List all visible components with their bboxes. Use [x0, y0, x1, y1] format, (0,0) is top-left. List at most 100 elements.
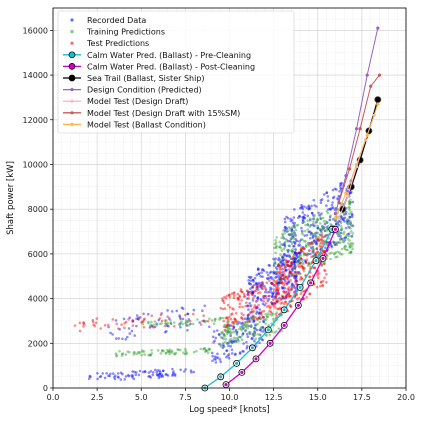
recorded-data-point	[349, 191, 353, 195]
training-predictions-point	[348, 222, 352, 226]
recorded-data-point	[109, 331, 112, 335]
recorded-data-point	[255, 312, 258, 315]
test-predictions-point	[274, 295, 278, 299]
training-predictions-point	[345, 234, 349, 237]
recorded-data-point	[148, 326, 152, 329]
x-tick-label: 20.0	[397, 393, 415, 402]
recorded-data-point	[212, 341, 215, 344]
recorded-data-point	[303, 259, 307, 262]
recorded-data-point	[218, 342, 221, 346]
recorded-data-point	[216, 356, 220, 360]
test-predictions-point	[225, 294, 229, 298]
recorded-data-point	[258, 308, 262, 311]
training-predictions-point	[350, 223, 354, 227]
training-predictions-point	[299, 254, 302, 258]
test-predictions-point	[99, 327, 102, 330]
recorded-data-point	[111, 333, 114, 336]
test-predictions-point	[285, 295, 288, 299]
recorded-data-point	[179, 368, 182, 372]
recorded-data-point	[280, 286, 284, 289]
recorded-data-point	[283, 217, 287, 221]
recorded-data-point	[277, 281, 281, 285]
recorded-data-point	[250, 292, 254, 295]
recorded-data-point	[255, 284, 259, 287]
test-predictions-point	[276, 291, 280, 295]
test-predictions-point	[173, 324, 176, 328]
model-test-design-draft-with-15-sm--marker	[358, 127, 362, 131]
training-predictions-point	[306, 252, 309, 255]
test-predictions-point	[302, 297, 305, 301]
recorded-data-point	[242, 327, 245, 330]
recorded-data-point	[255, 305, 258, 309]
recorded-data-point	[171, 367, 174, 371]
recorded-data-point	[295, 252, 298, 256]
model-test-ballast-condition--marker	[344, 191, 348, 196]
test-predictions-point	[317, 276, 320, 280]
test-predictions-point	[240, 312, 243, 315]
training-predictions-point	[340, 253, 344, 256]
recorded-data-point	[210, 351, 214, 355]
recorded-data-point	[301, 207, 305, 211]
test-predictions-point	[302, 290, 306, 293]
test-predictions-point	[283, 273, 286, 276]
recorded-data-point	[107, 374, 110, 378]
recorded-data-point	[301, 221, 305, 224]
test-predictions-point	[282, 295, 285, 298]
test-predictions-point	[262, 316, 265, 319]
training-predictions-point	[120, 352, 124, 356]
training-predictions-point	[237, 339, 241, 343]
recorded-data-point	[315, 239, 318, 243]
recorded-data-point	[300, 229, 304, 233]
test-predictions-point	[302, 247, 306, 250]
recorded-data-point	[128, 332, 132, 335]
scatter-layer	[73, 179, 355, 381]
recorded-data-point	[157, 318, 161, 322]
recorded-data-point	[265, 277, 269, 280]
recorded-data-point	[168, 317, 171, 320]
recorded-data-point	[286, 239, 290, 243]
test-predictions-point	[236, 292, 240, 296]
test-predictions-point	[287, 292, 290, 296]
recorded-data-point	[249, 275, 253, 279]
training-predictions-point	[227, 330, 230, 334]
recorded-data-point	[109, 372, 112, 376]
recorded-data-point	[320, 212, 323, 215]
test-predictions-point	[221, 297, 224, 300]
recorded-data-point	[328, 207, 332, 211]
recorded-data-point	[270, 281, 274, 285]
test-predictions-point	[273, 302, 277, 306]
recorded-data-point	[172, 371, 175, 375]
training-predictions-point	[350, 250, 353, 254]
recorded-data-point	[240, 322, 243, 325]
training-predictions-point	[256, 318, 260, 322]
recorded-data-point	[277, 258, 280, 262]
training-predictions-point	[275, 311, 279, 314]
recorded-data-point	[164, 373, 167, 376]
recorded-data-point	[276, 284, 280, 287]
recorded-data-point	[232, 339, 235, 343]
training-predictions-point	[271, 317, 275, 321]
test-predictions-point	[272, 283, 276, 287]
training-predictions-point	[317, 236, 320, 239]
recorded-data-point	[293, 274, 296, 278]
recorded-data-point	[170, 310, 174, 313]
line-layer	[201, 26, 382, 392]
model-test-design-draft-with-15-sm--marker	[369, 84, 373, 88]
training-predictions-point	[338, 251, 341, 254]
test-predictions-point	[142, 318, 146, 322]
training-predictions-point	[308, 217, 312, 220]
recorded-data-point	[302, 216, 306, 219]
test-predictions-point	[206, 319, 210, 323]
test-predictions-point	[278, 265, 282, 269]
recorded-data-point	[260, 299, 263, 302]
test-predictions-point	[163, 324, 167, 328]
test-predictions-point	[285, 263, 289, 267]
test-predictions-point	[276, 289, 280, 293]
recorded-data-point	[294, 279, 298, 283]
recorded-data-point	[292, 274, 296, 278]
recorded-data-point	[348, 215, 352, 219]
test-predictions-point	[287, 263, 290, 267]
test-predictions-point	[241, 318, 245, 321]
training-predictions-point	[312, 216, 316, 219]
test-predictions-point	[305, 254, 309, 257]
